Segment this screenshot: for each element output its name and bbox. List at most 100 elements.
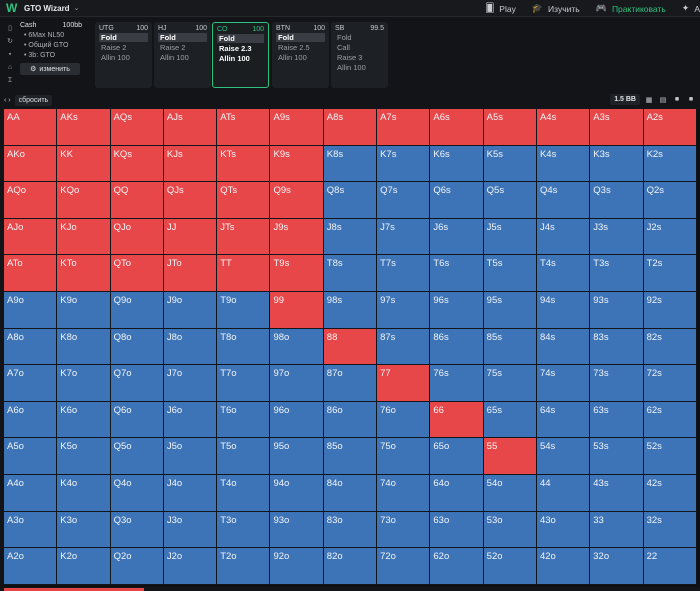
action-allin[interactable]: Allin 100	[160, 53, 189, 62]
hand-cell[interactable]: 52s	[643, 438, 697, 475]
hand-cell[interactable]: T8o	[217, 328, 271, 366]
hand-cell[interactable]: K8s	[323, 145, 378, 183]
hand-cell[interactable]: T7o	[217, 365, 271, 402]
hand-cell[interactable]: J5o	[163, 438, 218, 475]
refresh-icon[interactable]: ↻	[7, 38, 13, 45]
action-fold[interactable]: Fold	[217, 34, 264, 43]
nav-play[interactable]: 🂠 Play	[485, 3, 516, 14]
hand-cell[interactable]: 73s	[590, 365, 644, 402]
hand-cell[interactable]: T4s	[536, 255, 591, 292]
hand-cell[interactable]: Q3s	[590, 182, 644, 219]
hand-cell[interactable]: Q8s	[323, 182, 378, 219]
action-allin[interactable]: Allin 100	[278, 53, 307, 62]
hand-cell[interactable]: AJo	[4, 218, 58, 256]
action-raise[interactable]: Raise 3	[337, 53, 363, 62]
hand-cell[interactable]: 74s	[536, 365, 591, 402]
nav-study[interactable]: 🎓 Изучить	[532, 3, 580, 14]
hand-cell[interactable]: 32s	[643, 511, 697, 549]
hand-cell[interactable]: T2o	[217, 548, 271, 585]
hand-cell[interactable]: 53s	[590, 438, 644, 475]
hand-cell[interactable]: 97s	[377, 291, 431, 329]
hand-cell[interactable]: J4o	[163, 474, 218, 512]
hand-cell[interactable]: 83s	[590, 328, 644, 366]
hand-cell[interactable]: 72s	[643, 365, 697, 402]
hand-cell[interactable]: 65s	[483, 401, 537, 439]
hand-cell[interactable]: J2s	[643, 218, 697, 256]
hand-cell[interactable]: 53o	[483, 511, 537, 549]
hand-cell[interactable]: 76s	[430, 365, 484, 402]
grid-view-icon[interactable]: ▦	[645, 96, 653, 104]
action-fold[interactable]: Fold	[337, 33, 352, 42]
hand-cell[interactable]: J2o	[163, 548, 218, 585]
hand-cell[interactable]: T8s	[323, 255, 378, 292]
hand-cell[interactable]: KJo	[57, 218, 111, 256]
hand-cell[interactable]: K8o	[57, 328, 111, 366]
small-square-icon[interactable]: ■	[674, 96, 680, 103]
action-fold[interactable]: Fold	[99, 33, 148, 42]
hand-cell[interactable]: A9s	[270, 109, 324, 146]
hand-cell[interactable]: 62s	[643, 401, 697, 439]
hand-cell[interactable]: 82s	[643, 328, 697, 366]
hand-cell[interactable]: 93s	[590, 291, 644, 329]
hand-cell[interactable]: QTs	[217, 182, 271, 219]
hand-cell[interactable]: A8o	[4, 328, 58, 366]
hand-cell[interactable]: K6o	[57, 401, 111, 439]
hand-cell[interactable]: 98s	[323, 291, 378, 329]
hand-cell[interactable]: AA	[4, 109, 58, 146]
hand-cell[interactable]: TT	[217, 255, 271, 292]
hand-cell[interactable]: T7s	[377, 255, 431, 292]
hand-cell[interactable]: K3s	[590, 145, 644, 183]
hand-cell[interactable]: AKo	[4, 145, 58, 183]
hand-cell[interactable]: 64o	[430, 474, 484, 512]
hand-cell[interactable]: AJs	[163, 109, 218, 146]
hand-cell[interactable]: AQs	[110, 109, 164, 146]
action-allin[interactable]: Allin 100	[101, 53, 130, 62]
hand-cell[interactable]: Q7o	[110, 365, 164, 402]
hand-cell[interactable]: 95o	[270, 438, 324, 475]
hand-cell[interactable]: Q6s	[430, 182, 484, 219]
hand-cell[interactable]: KQs	[110, 145, 164, 183]
hand-cell[interactable]: AKs	[57, 109, 111, 146]
hand-cell[interactable]: A2o	[4, 548, 58, 585]
hand-cell[interactable]: 85o	[323, 438, 378, 475]
hand-cell[interactable]: K9s	[270, 145, 324, 183]
hand-cell[interactable]: Q5o	[110, 438, 164, 475]
table-view-icon[interactable]: ▤	[659, 96, 667, 104]
change-settings-button[interactable]: ⚙ изменить	[20, 63, 80, 75]
nav-analyze[interactable]: ✦ A	[682, 3, 700, 14]
hand-cell[interactable]: Q4o	[110, 474, 164, 512]
hand-cell[interactable]: 99	[270, 291, 324, 329]
hand-cell[interactable]: A7s	[377, 109, 431, 146]
hand-cell[interactable]: T9s	[270, 255, 324, 292]
hand-cell[interactable]: K5o	[57, 438, 111, 475]
hand-cell[interactable]: 42s	[643, 474, 697, 512]
hand-cell[interactable]: 42o	[536, 548, 591, 585]
hand-cell[interactable]: 55	[483, 438, 537, 475]
hand-cell[interactable]: J3s	[590, 218, 644, 256]
hand-cell[interactable]: T9o	[217, 291, 271, 329]
action-raise[interactable]: Raise 2.3	[219, 44, 252, 53]
gto-wizard-logo-icon[interactable]: W	[6, 1, 18, 15]
hand-cell[interactable]: KK	[57, 145, 111, 183]
hand-cell[interactable]: T6o	[217, 401, 271, 439]
hand-cell[interactable]: 63o	[430, 511, 484, 549]
hand-cell[interactable]: Q9o	[110, 291, 164, 329]
hand-cell[interactable]: T2s	[643, 255, 697, 292]
action-raise[interactable]: Raise 2.5	[278, 43, 310, 52]
hand-cell[interactable]: J8o	[163, 328, 218, 366]
hand-cell[interactable]: A4s	[536, 109, 591, 146]
hand-cell[interactable]: A9o	[4, 291, 58, 329]
hand-cell[interactable]: 62o	[430, 548, 484, 585]
hand-cell[interactable]: K2o	[57, 548, 111, 585]
hand-cell[interactable]: JTo	[163, 255, 218, 292]
hand-cell[interactable]: AQo	[4, 182, 58, 219]
action-raise[interactable]: Raise 2	[160, 43, 186, 52]
hand-cell[interactable]: K7s	[377, 145, 431, 183]
hand-cell[interactable]: K2s	[643, 145, 697, 183]
hand-cell[interactable]: 87o	[323, 365, 378, 402]
hand-cell[interactable]: K5s	[483, 145, 537, 183]
action-allin[interactable]: Allin 100	[337, 63, 366, 72]
hand-cell[interactable]: K7o	[57, 365, 111, 402]
hand-cell[interactable]: J8s	[323, 218, 378, 256]
hand-cell[interactable]: 64s	[536, 401, 591, 439]
